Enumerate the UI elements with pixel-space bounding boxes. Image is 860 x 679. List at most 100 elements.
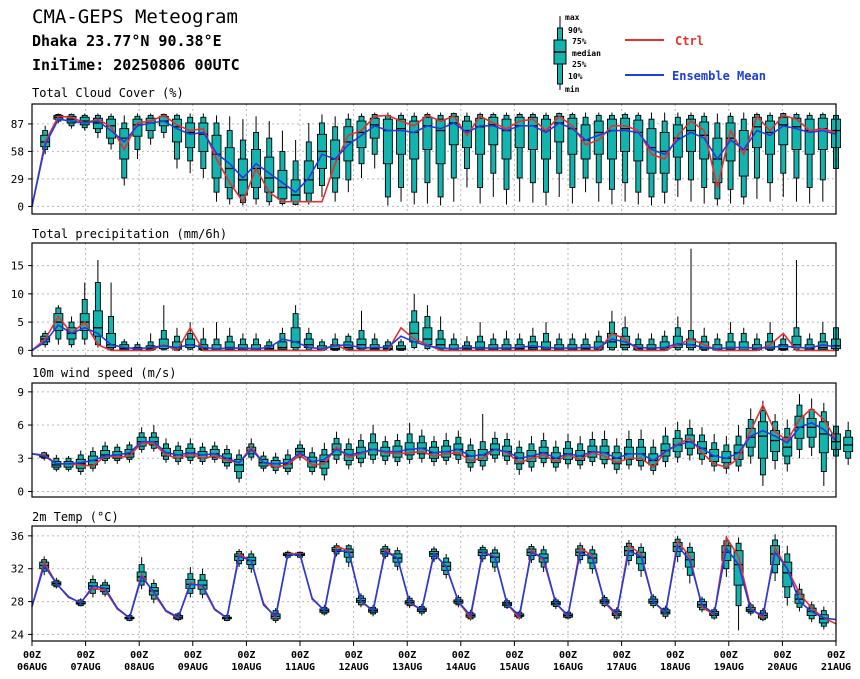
box-p10-p90 [450, 113, 457, 179]
ensemble-box [396, 112, 406, 202]
box-iqr [119, 128, 130, 160]
ensemble-box [234, 449, 245, 483]
panel-2: 0 5 10 15 Total precipitation (mm/6h) [11, 227, 841, 357]
x-tick-hour-label: 00Z [398, 650, 416, 661]
ensemble-box [782, 419, 793, 472]
ensemble-box [100, 441, 111, 464]
legend-label-q3: 75% [572, 37, 587, 46]
x-tick-date-label: 17AUG [607, 662, 637, 673]
box-iqr [224, 341, 235, 350]
y-tick-label: 24 [11, 628, 25, 641]
box-iqr [435, 118, 446, 165]
ensemble-box [791, 112, 802, 202]
y-tick-label: 87 [11, 118, 24, 131]
x-tick-hour-label: 00Z [720, 650, 738, 661]
ensemble-box [185, 113, 196, 174]
legend-label-p10: 10% [568, 72, 583, 81]
y-tick-label: 29 [11, 173, 24, 186]
panels: 0 29 58 87 Total Cloud Cover (%) 0 5 10 15 Total … [11, 86, 854, 642]
box-iqr [541, 118, 551, 160]
ensemble-box [295, 440, 305, 461]
box-iqr [106, 118, 117, 139]
ensemble-box [806, 398, 817, 457]
y-tick-label: 58 [11, 145, 24, 158]
box-iqr [527, 116, 538, 150]
x-tick-date-label: 11AUG [285, 662, 315, 673]
panel-4: 24 28 32 36 2m Temp (°C) [11, 510, 837, 642]
x-tick-date-label: 20AUG [767, 662, 797, 673]
x-tick-date-label: 06AUG [17, 662, 47, 673]
panel-1: 0 29 58 87 Total Cloud Cover (%) [11, 86, 841, 215]
panel-background [32, 526, 836, 641]
box-iqr [782, 561, 793, 588]
box-iqr [620, 117, 631, 152]
ensemble-box [725, 112, 736, 204]
box-iqr [778, 116, 789, 146]
legend: max 90% 75% median 25% 10% min Ctrl Ense… [553, 13, 766, 94]
panel-3: 0 3 6 9 10m wind speed (m/s) [17, 366, 854, 498]
ensemble-mean-line [31, 323, 837, 352]
ensemble-mean-line [31, 421, 837, 465]
legend-label-q1: 25% [572, 60, 587, 69]
box-iqr [606, 118, 617, 160]
x-tick-date-label: 10AUG [231, 662, 261, 673]
x-tick-hour-label: 00Z [77, 650, 95, 661]
legend-label-median: median [572, 48, 601, 58]
page-title: CMA-GEPS Meteogram [32, 6, 238, 28]
x-tick-hour-label: 00Z [184, 650, 202, 661]
y-tick-label: 36 [11, 530, 24, 543]
box-iqr [185, 122, 196, 149]
y-tick-label: 32 [11, 563, 24, 576]
init-time-label: IniTime: 20250806 00UTC [32, 56, 240, 74]
ensemble-box [804, 112, 815, 204]
box-iqr [699, 121, 710, 160]
box-iqr [725, 341, 736, 350]
box-iqr [817, 117, 828, 150]
ensemble-box [817, 112, 828, 202]
box-iqr [567, 117, 578, 155]
x-tick-date-label: 15AUG [499, 662, 529, 673]
x-tick-hour-label: 00Z [237, 650, 255, 661]
panel-title: Total Cloud Cover (%) [32, 86, 184, 100]
box-p10-p90 [108, 316, 115, 350]
y-tick-label: 0 [17, 200, 24, 213]
x-tick-hour-label: 00Z [345, 650, 363, 661]
box-iqr [409, 120, 420, 160]
y-tick-label: 9 [17, 386, 24, 399]
box-iqr [804, 118, 815, 155]
ensemble-box [448, 112, 459, 202]
ensemble-box [435, 112, 446, 206]
legend-box-glyph [553, 16, 567, 90]
x-tick-hour-label: 00Z [613, 650, 631, 661]
ensemble-box [435, 316, 446, 351]
box-iqr [738, 341, 749, 351]
box-iqr [422, 116, 433, 150]
ensemble-box [770, 413, 781, 470]
legend-label-min: min [565, 84, 580, 94]
y-tick-label: 5 [17, 316, 24, 329]
box-iqr [633, 119, 644, 162]
y-tick-label: 3 [17, 452, 24, 465]
box-iqr [818, 421, 829, 454]
x-tick-hour-label: 00Z [773, 650, 791, 661]
box-iqr [396, 345, 406, 351]
box-p10-p90 [556, 113, 563, 174]
x-tick-date-label: 14AUG [446, 662, 476, 673]
x-tick-date-label: 19AUG [714, 662, 744, 673]
ensemble-box [778, 333, 789, 351]
box-iqr [733, 550, 744, 586]
x-tick-date-label: 09AUG [178, 662, 208, 673]
box-iqr [132, 118, 143, 137]
box-iqr [778, 344, 789, 351]
ensemble-box [396, 339, 406, 351]
box-iqr [791, 117, 802, 150]
ensemble-box [620, 112, 631, 202]
panel-frame [31, 103, 837, 215]
x-tick-date-label: 13AUG [392, 662, 422, 673]
box-iqr [185, 338, 196, 348]
x-tick-hour-label: 00Z [505, 650, 523, 661]
ensemble-mean-line [31, 543, 837, 621]
panel-title: Total precipitation (mm/6h) [32, 227, 227, 241]
x-tick-date-label: 08AUG [124, 662, 154, 673]
ensemble-box [818, 402, 829, 486]
